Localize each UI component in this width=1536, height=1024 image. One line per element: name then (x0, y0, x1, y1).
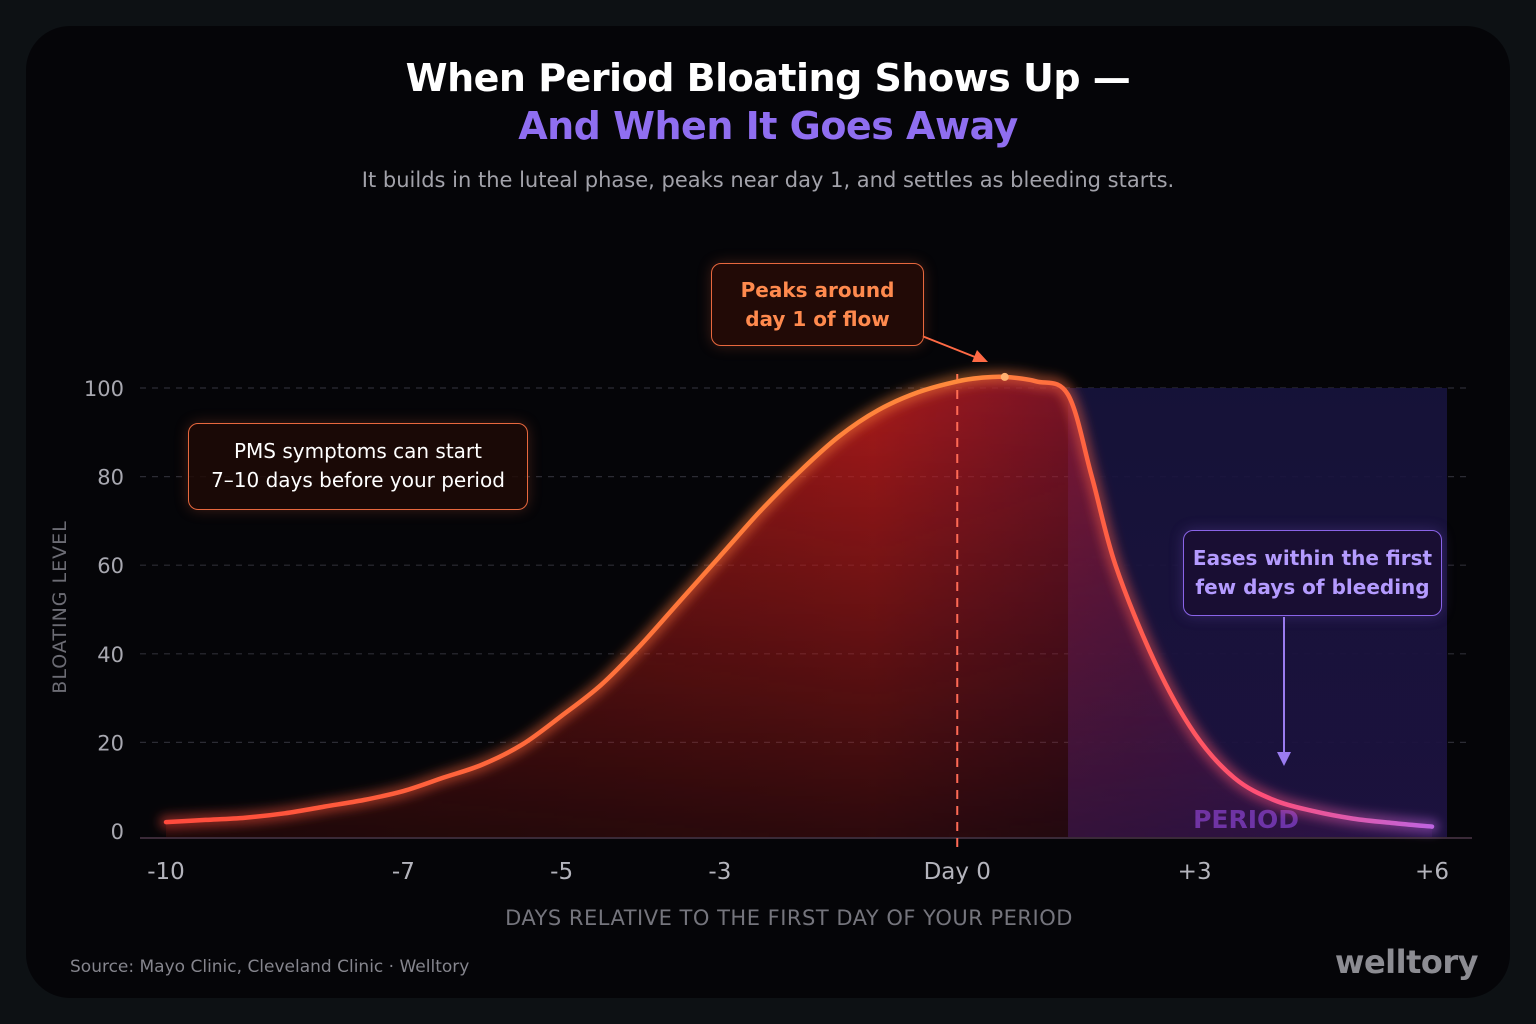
x-tick-label: -5 (550, 859, 573, 885)
peak-callout-line-1: Peaks around (740, 278, 895, 302)
chart-subtitle: It builds in the luteal phase, peaks nea… (361, 168, 1175, 192)
x-tick-label: -3 (708, 859, 731, 885)
x-tick-label: +6 (1415, 859, 1449, 885)
x-tick-labels: -10 -7 -5 -3 Day 0 +3 +6 (147, 859, 1449, 885)
x-tick-label: -10 (147, 859, 185, 885)
y-tick-label: 20 (97, 731, 124, 755)
ease-callout: Eases within the first few days of bleed… (1183, 530, 1442, 616)
y-tick-label: 0 (111, 820, 124, 844)
bloating-curve (163, 374, 1435, 829)
source-note: Source: Mayo Clinic, Cleveland Clinic · … (70, 957, 470, 977)
x-tick-label: -7 (392, 859, 415, 885)
ease-callout-line-1: Eases within the first (1192, 546, 1433, 570)
x-tick-label: Day 0 (924, 859, 991, 885)
x-tick-label: +3 (1178, 859, 1212, 885)
chart-title-line-2: And When It Goes Away (518, 104, 1018, 148)
y-tick-label: 80 (97, 466, 124, 490)
ease-callout-arrow (1277, 617, 1291, 766)
pms-callout: PMS symptoms can start 7–10 days before … (188, 423, 528, 510)
y-axis-label: BLOATING LEVEL (49, 520, 71, 693)
area-fill (166, 376, 1432, 837)
pms-callout-line-2: 7–10 days before your period (211, 468, 505, 492)
peak-marker (1000, 372, 1009, 381)
peak-callout-arrow (921, 335, 988, 362)
y-tick-labels: 0 20 40 60 80 100 (84, 377, 124, 844)
y-tick-label: 100 (84, 377, 124, 401)
brand-logo: welltory (1334, 943, 1479, 981)
x-axis-label: DAYS RELATIVE TO THE FIRST DAY OF YOUR P… (505, 906, 1073, 930)
peak-callout-line-2: day 1 of flow (745, 307, 890, 331)
y-tick-label: 40 (97, 643, 124, 667)
y-tick-label: 60 (97, 554, 124, 578)
pms-callout-line-1: PMS symptoms can start (233, 439, 482, 463)
ease-callout-line-2: few days of bleeding (1195, 575, 1430, 599)
chart-title-line-1: When Period Bloating Shows Up — (405, 56, 1131, 100)
peak-callout: Peaks around day 1 of flow (711, 263, 924, 346)
